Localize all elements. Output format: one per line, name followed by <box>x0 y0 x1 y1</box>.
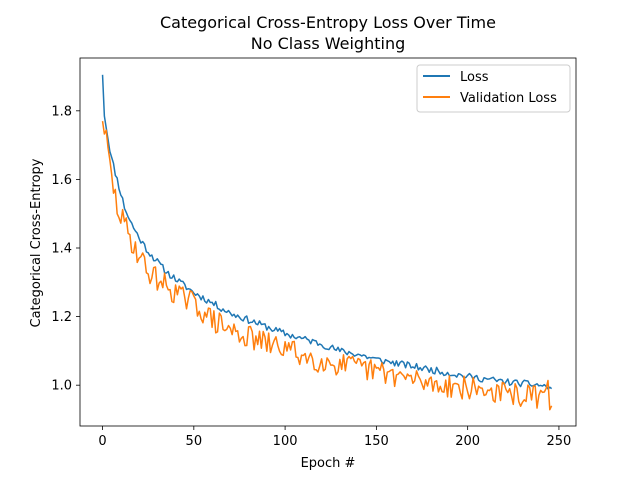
chart-subtitle: No Class Weighting <box>251 34 406 53</box>
x-tick-label: 200 <box>455 434 480 449</box>
validation-loss-series-line <box>101 121 553 411</box>
x-axis-label: Epoch # <box>301 456 356 471</box>
legend-box <box>416 64 571 113</box>
legend: Loss Validation Loss <box>416 64 571 113</box>
plot-area <box>79 57 577 427</box>
y-axis-ticks: 1.0 1.2 1.4 1.6 1.8 <box>51 104 80 394</box>
legend-label-validation-loss: Validation Loss <box>460 91 557 106</box>
axes-frame <box>79 57 577 427</box>
y-axis-label: Categorical Cross-Entropy <box>29 158 44 327</box>
y-tick-label: 1.6 <box>51 173 72 188</box>
x-axis-ticks: 0 50 100 150 200 250 <box>98 426 571 449</box>
y-tick-label: 1.2 <box>51 310 72 325</box>
x-tick-label: 50 <box>186 434 203 449</box>
legend-label-loss: Loss <box>460 70 489 85</box>
x-tick-label: 100 <box>273 434 298 449</box>
series-layer <box>101 74 553 411</box>
x-tick-label: 250 <box>547 434 572 449</box>
y-tick-label: 1.4 <box>51 242 72 257</box>
loss-series-line <box>101 74 553 390</box>
x-tick-label: 150 <box>364 434 389 449</box>
chart-title: Categorical Cross-Entropy Loss Over Time <box>160 13 496 32</box>
y-tick-label: 1.0 <box>51 379 72 394</box>
y-tick-label: 1.8 <box>51 104 72 119</box>
x-tick-label: 0 <box>98 434 106 449</box>
